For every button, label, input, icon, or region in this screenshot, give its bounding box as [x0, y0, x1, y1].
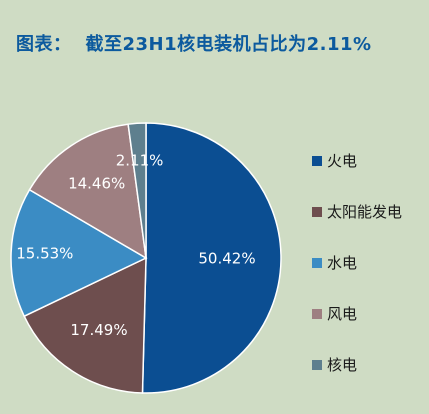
legend-swatch	[312, 206, 322, 217]
slice-nuclear	[127, 122, 147, 259]
slice-solar	[23, 256, 147, 394]
legend-label: 核电	[327, 356, 358, 374]
legend-swatch	[312, 359, 322, 370]
chart-title: 图表： 截至23H1核电装机占比为2.11%	[16, 30, 372, 56]
legend-item: 核电	[312, 352, 402, 377]
legend-item: 太阳能发电	[312, 199, 402, 224]
slice-thermal	[141, 122, 282, 394]
legend-label: 水电	[327, 254, 358, 272]
legend-label: 风电	[327, 305, 358, 323]
label-hydro: 15.53%	[16, 244, 73, 262]
label-solar: 17.49%	[70, 321, 127, 339]
legend-swatch	[312, 155, 322, 166]
legend-label: 火电	[327, 152, 358, 170]
label-thermal: 50.42%	[198, 250, 255, 268]
legend-item: 风电	[312, 301, 402, 326]
label-nuclear: 2.11%	[116, 152, 164, 170]
legend-label: 太阳能发电	[327, 203, 403, 221]
slice-wind	[28, 123, 147, 260]
legend-item: 水电	[312, 250, 402, 275]
title-text: 截至23H1核电装机占比为2.11%	[85, 34, 372, 55]
label-wind: 14.46%	[68, 174, 125, 192]
figure-label: 图表：	[16, 34, 72, 55]
legend: 火电太阳能发电水电风电核电	[312, 148, 402, 403]
legend-swatch	[312, 257, 322, 268]
legend-swatch	[312, 308, 322, 319]
legend-item: 火电	[312, 148, 402, 173]
slice-hydro	[10, 188, 148, 318]
